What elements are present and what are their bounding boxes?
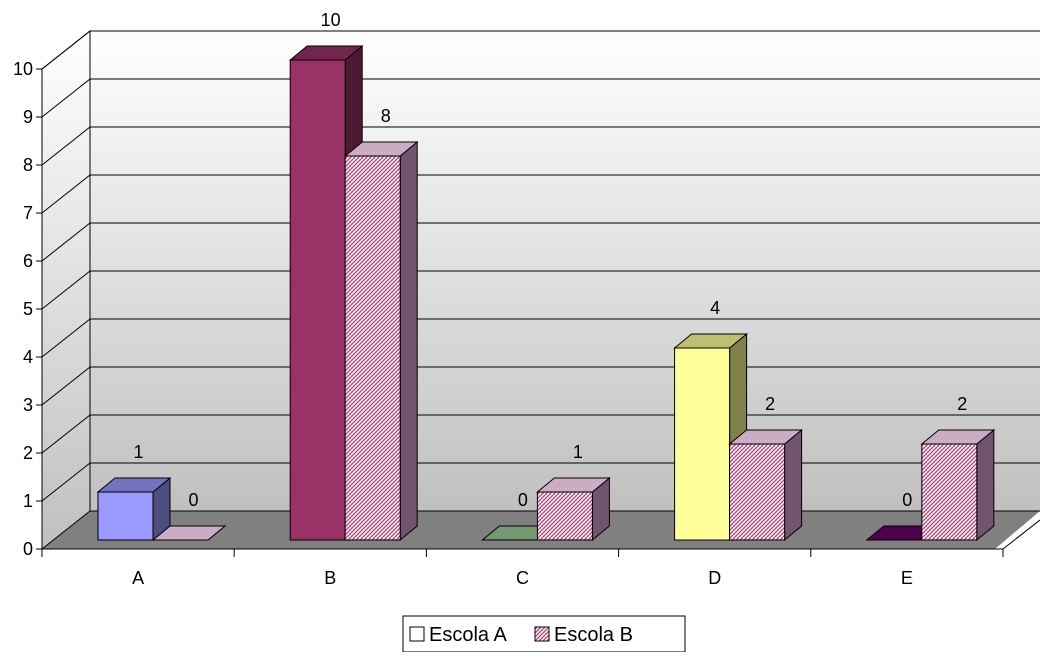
- y-tick-label: 0: [23, 539, 33, 559]
- bar-escola-b-A: [151, 525, 227, 541]
- x-tick-label: A: [132, 568, 144, 588]
- bar-escola-b-E: [920, 428, 996, 542]
- data-label: 1: [573, 442, 583, 462]
- data-label: 2: [957, 394, 967, 414]
- legend-swatch: [409, 626, 425, 642]
- data-label: 4: [710, 298, 720, 318]
- data-label: 8: [381, 106, 391, 126]
- x-tick-label: B: [324, 568, 336, 588]
- legend-label: Escola A: [429, 624, 507, 646]
- y-tick-label: 5: [23, 299, 33, 319]
- legend: Escola A Escola B: [402, 615, 686, 653]
- bar-side: [976, 428, 995, 542]
- y-tick-label: 7: [23, 203, 33, 223]
- legend-label: Escola B: [554, 624, 633, 646]
- bar-top: [151, 525, 227, 541]
- y-tick-label: 2: [23, 443, 33, 463]
- bar-escola-a-A: [96, 476, 172, 542]
- bar-front: [344, 155, 401, 541]
- data-label: 0: [188, 490, 198, 510]
- data-label: 2: [765, 394, 775, 414]
- bar-escola-b-D: [728, 428, 803, 542]
- x-tick-label: E: [901, 568, 913, 588]
- bar-front: [921, 443, 978, 541]
- y-tick-label: 4: [23, 347, 33, 367]
- bar-front: [97, 491, 154, 541]
- bar-escola-b-C: [536, 476, 611, 542]
- bar-front: [674, 347, 731, 541]
- y-tick-label: 9: [23, 107, 33, 127]
- legend-swatch: [534, 626, 550, 642]
- y-tick-label: 10: [13, 59, 33, 79]
- data-label: 0: [902, 490, 912, 510]
- data-label: 1: [133, 442, 143, 462]
- bar-side: [784, 428, 803, 542]
- y-tick-label: 3: [23, 395, 33, 415]
- data-label: 0: [518, 490, 528, 510]
- data-label: 10: [321, 10, 341, 30]
- bar-front: [729, 443, 786, 541]
- y-tick-label: 8: [23, 155, 33, 175]
- bar-side: [399, 140, 418, 542]
- x-tick-label: D: [708, 568, 721, 588]
- y-tick-label: 1: [23, 491, 33, 511]
- x-tick-label: C: [516, 568, 529, 588]
- x-axis-depth-line: [1002, 519, 1040, 550]
- y-tick-label: 6: [23, 251, 33, 271]
- bar-escola-b-B: [343, 140, 419, 542]
- bar-front: [536, 491, 593, 541]
- bar-front: [289, 59, 346, 541]
